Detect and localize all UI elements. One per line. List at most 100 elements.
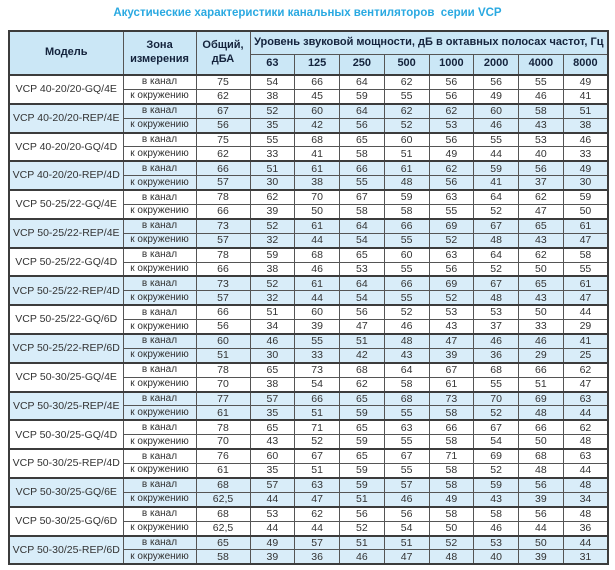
total-dba-value: 68 bbox=[195, 505, 251, 522]
spl-value-1000hz: 39 bbox=[428, 347, 475, 364]
table-row: к окружению 62,5 44 47 51 46 49 43 39 34 bbox=[9, 491, 609, 508]
spl-value-125hz: 33 bbox=[294, 347, 340, 364]
measurement-zone-label: в канал bbox=[122, 275, 197, 292]
spl-value-2000hz: 56 bbox=[473, 73, 519, 90]
frequency-header-row: 63 125 250 500 1000 2000 4000 8000 bbox=[9, 53, 609, 76]
freq-header-125: 125 bbox=[294, 53, 340, 76]
spl-value-500hz: 54 bbox=[383, 520, 430, 537]
spl-value-2000hz: 55 bbox=[473, 376, 519, 393]
spl-value-1000hz: 56 bbox=[428, 73, 475, 90]
model-name: VCP 50-30/25-REP/6D bbox=[8, 534, 124, 565]
total-dba-value: 76 bbox=[195, 448, 251, 465]
spl-value-4000hz: 55 bbox=[518, 73, 564, 90]
measurement-zone-label: к окружению bbox=[122, 204, 197, 220]
spl-value-63hz: 35 bbox=[249, 117, 296, 134]
spl-value-63hz: 51 bbox=[249, 304, 296, 321]
spl-value-2000hz: 58 bbox=[473, 505, 519, 522]
spl-value-250hz: 65 bbox=[339, 448, 385, 465]
spl-value-8000hz: 59 bbox=[562, 189, 609, 206]
spl-value-1000hz: 67 bbox=[428, 361, 475, 378]
total-dba-value: 61 bbox=[195, 405, 251, 421]
spl-value-63hz: 32 bbox=[249, 232, 296, 249]
total-dba-value: 78 bbox=[195, 189, 251, 206]
table-row: VCP 50-25/22-REP/4E в канал 73 52 61 64 66 69 67… bbox=[8, 217, 609, 249]
spl-value-500hz: 55 bbox=[383, 232, 430, 249]
spl-value-125hz: 66 bbox=[294, 73, 340, 90]
table-row: VCP 40-20/20-REP/4D в канал 66 51 61 66 61 62 59… bbox=[8, 160, 609, 191]
spl-value-1000hz: 63 bbox=[428, 189, 475, 206]
spl-value-125hz: 61 bbox=[294, 160, 340, 177]
spl-value-2000hz: 46 bbox=[473, 520, 519, 537]
spl-value-4000hz: 39 bbox=[518, 491, 564, 508]
spl-value-250hz: 64 bbox=[339, 73, 385, 90]
spl-value-63hz: 32 bbox=[249, 290, 296, 306]
spl-value-8000hz: 31 bbox=[562, 549, 609, 565]
table-row: VCP 50-30/25-REP/6D в канал 65 49 57 51 51 52 53… bbox=[8, 534, 609, 565]
total-dba-value: 66 bbox=[195, 261, 251, 277]
spl-value-63hz: 43 bbox=[249, 434, 296, 450]
spl-value-250hz: 66 bbox=[339, 160, 385, 177]
spl-value-1000hz: 47 bbox=[428, 333, 475, 349]
spl-value-125hz: 38 bbox=[294, 175, 340, 191]
spl-value-2000hz: 41 bbox=[473, 175, 519, 191]
spl-value-2000hz: 48 bbox=[473, 232, 519, 249]
spl-value-63hz: 49 bbox=[249, 534, 296, 551]
freq-header-63: 63 bbox=[249, 53, 296, 76]
spl-value-250hz: 59 bbox=[339, 88, 385, 105]
spl-value-1000hz: 49 bbox=[428, 491, 475, 508]
spl-value-8000hz: 38 bbox=[562, 117, 609, 134]
spl-value-2000hz: 48 bbox=[473, 290, 519, 306]
spl-value-8000hz: 63 bbox=[562, 390, 609, 407]
table-row: к окружению 57 32 44 54 55 52 48 43 47 bbox=[9, 232, 609, 249]
spl-value-250hz: 56 bbox=[339, 117, 385, 134]
table-row: к окружению 66 38 46 53 55 56 52 50 55 bbox=[9, 261, 609, 277]
spl-value-500hz: 52 bbox=[383, 117, 430, 134]
spl-value-4000hz: 65 bbox=[518, 217, 564, 234]
spl-value-1000hz: 69 bbox=[428, 217, 475, 234]
spl-value-63hz: 39 bbox=[249, 549, 296, 565]
spl-value-8000hz: 47 bbox=[562, 376, 609, 393]
spl-value-125hz: 67 bbox=[294, 448, 340, 465]
spl-value-4000hz: 40 bbox=[518, 146, 564, 162]
spl-value-125hz: 71 bbox=[294, 419, 340, 436]
spl-value-1000hz: 43 bbox=[428, 319, 475, 335]
spl-value-500hz: 62 bbox=[383, 73, 430, 90]
spl-value-2000hz: 52 bbox=[473, 405, 519, 421]
spl-value-63hz: 30 bbox=[249, 347, 296, 364]
total-dba-value: 57 bbox=[195, 290, 251, 306]
column-header-model: Модель bbox=[8, 30, 124, 76]
spl-value-125hz: 68 bbox=[294, 246, 340, 263]
spl-value-125hz: 52 bbox=[294, 434, 340, 450]
spl-value-8000hz: 61 bbox=[562, 275, 609, 292]
spl-value-2000hz: 68 bbox=[473, 361, 519, 378]
spl-value-4000hz: 47 bbox=[518, 204, 564, 220]
spl-value-250hz: 65 bbox=[339, 390, 385, 407]
measurement-zone-label: в канал bbox=[122, 304, 197, 321]
spl-value-125hz: 47 bbox=[294, 491, 340, 508]
spl-value-63hz: 60 bbox=[249, 448, 296, 465]
spl-value-250hz: 65 bbox=[339, 246, 385, 263]
measurement-zone-label: в канал bbox=[122, 534, 197, 551]
table-row: к окружению 57 32 44 54 55 52 48 43 47 bbox=[9, 290, 609, 306]
table-row: к окружению 57 30 38 55 48 56 41 37 30 bbox=[9, 175, 609, 191]
model-name: VCP 50-30/25-GQ/6E bbox=[8, 476, 124, 508]
spl-value-8000hz: 44 bbox=[562, 534, 609, 551]
spl-value-1000hz: 49 bbox=[428, 146, 475, 162]
spl-value-4000hz: 56 bbox=[518, 476, 564, 493]
spl-value-125hz: 45 bbox=[294, 88, 340, 105]
spl-value-250hz: 58 bbox=[339, 204, 385, 220]
total-dba-value: 56 bbox=[195, 319, 251, 335]
spl-value-63hz: 57 bbox=[249, 476, 296, 493]
table-body: VCP 40-20/20-GQ/4E в канал 75 54 66 64 62 56 56 5… bbox=[8, 73, 609, 565]
spl-value-125hz: 60 bbox=[294, 304, 340, 321]
spl-value-63hz: 33 bbox=[249, 146, 296, 162]
total-dba-value: 78 bbox=[195, 419, 251, 436]
model-name: VCP 50-25/22-REP/4E bbox=[8, 217, 124, 249]
model-name: VCP 50-25/22-REP/4D bbox=[8, 275, 124, 306]
total-dba-value: 65 bbox=[195, 534, 251, 551]
spl-value-2000hz: 67 bbox=[473, 275, 519, 292]
spl-value-500hz: 51 bbox=[383, 534, 430, 551]
spl-value-4000hz: 68 bbox=[518, 448, 564, 465]
measurement-zone-label: в канал bbox=[122, 419, 197, 436]
